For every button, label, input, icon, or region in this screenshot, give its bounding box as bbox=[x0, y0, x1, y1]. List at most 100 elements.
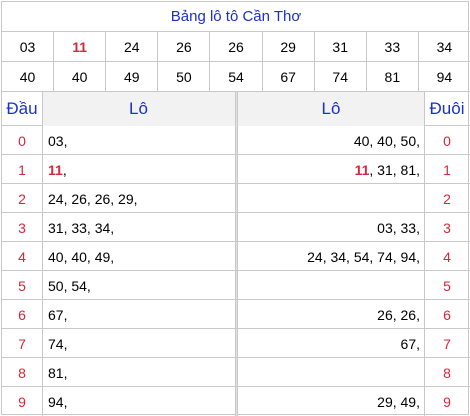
header-duoi: Đuôi bbox=[429, 99, 465, 118]
number-cell: 34 bbox=[436, 38, 453, 55]
loto-table: Đầu Lô Lô Đuôi 0 03, 40, 40, 50, 0 1 11, 11, 3… bbox=[2, 92, 470, 416]
duoi-cell: 5 bbox=[443, 277, 451, 294]
number-cell: 11 bbox=[54, 32, 107, 61]
header-lo-right: Lô bbox=[238, 92, 424, 126]
dau-cell: 9 bbox=[18, 393, 26, 410]
dau-cell: 8 bbox=[18, 364, 26, 381]
duoi-cell: 4 bbox=[443, 248, 451, 265]
lo-value: 11 bbox=[354, 161, 370, 178]
table-row: 4 40, 40, 49, 24, 34, 54, 74, 94, 4 bbox=[2, 242, 470, 271]
number-cell: 54 bbox=[210, 62, 263, 91]
lo-right-cell: 03, 33, bbox=[240, 213, 420, 242]
number-cell: 29 bbox=[263, 32, 315, 61]
table-row: 5 50, 54, 5 bbox=[2, 271, 470, 300]
number-cell: 03 bbox=[2, 32, 55, 61]
duoi-cell: 8 bbox=[443, 364, 451, 381]
lo-left-cell: 67, bbox=[48, 300, 233, 329]
lo-value: 50, 54, bbox=[48, 277, 91, 294]
dau-cell: 3 bbox=[18, 219, 26, 236]
lo-left-cell: 94, bbox=[48, 387, 233, 416]
column-divider bbox=[424, 92, 425, 416]
duoi-cell: 9 bbox=[443, 393, 451, 410]
table-header: Đầu Lô Lô Đuôi bbox=[2, 92, 470, 126]
number-cell: 40 bbox=[54, 62, 107, 91]
table-row: 9 94, 29, 49, 9 bbox=[2, 387, 470, 416]
lo-value: 67, bbox=[400, 335, 420, 352]
number-cell: 40 bbox=[2, 62, 55, 91]
lo-left-cell: 50, 54, bbox=[48, 271, 233, 300]
number-cell: 49 bbox=[106, 62, 159, 91]
lo-right-cell bbox=[240, 271, 420, 300]
lo-right-cell: 24, 34, 54, 74, 94, bbox=[240, 242, 420, 271]
number-cell: 26 bbox=[210, 32, 263, 61]
table-row: 8 81, 8 bbox=[2, 358, 470, 387]
lo-value: 81, bbox=[48, 364, 68, 381]
table-row: 7 74, 67, 7 bbox=[2, 329, 470, 358]
number-cell: 33 bbox=[367, 32, 419, 61]
number-cell: 67 bbox=[263, 62, 315, 91]
duoi-cell: 7 bbox=[443, 335, 451, 352]
number-cell: 81 bbox=[367, 62, 419, 91]
table-row: 6 67, 26, 26, 6 bbox=[2, 300, 470, 329]
lo-right-cell bbox=[240, 184, 420, 213]
duoi-cell: 6 bbox=[443, 306, 451, 323]
number-cell: 94 bbox=[436, 68, 453, 85]
lo-left-cell: 24, 26, 26, 29, bbox=[48, 184, 233, 213]
lo-left-cell: 31, 33, 34, bbox=[48, 213, 233, 242]
duoi-cell: 3 bbox=[443, 219, 451, 236]
lo-value: 24, 26, 26, 29, bbox=[48, 190, 138, 207]
lo-value: 03, 33, bbox=[377, 219, 420, 236]
dau-cell: 0 bbox=[18, 132, 26, 149]
numbers-row-2: 40 40 49 50 54 67 74 81 94 bbox=[2, 62, 470, 92]
dau-cell: 6 bbox=[18, 306, 26, 323]
lo-right-cell: 11, 31, 81, bbox=[240, 155, 420, 184]
lo-right-cell: 67, bbox=[240, 329, 420, 358]
duoi-cell: 2 bbox=[443, 190, 451, 207]
header-lo-left: Lô bbox=[42, 92, 235, 126]
table-body: 0 03, 40, 40, 50, 0 1 11, 11, 31, 81, 1 2 24, 26,… bbox=[2, 126, 470, 416]
lo-left-cell: 74, bbox=[48, 329, 233, 358]
table-row: 1 11, 11, 31, 81, 1 bbox=[2, 155, 470, 184]
table-row: 2 24, 26, 26, 29, 2 bbox=[2, 184, 470, 213]
lo-right-cell: 40, 40, 50, bbox=[240, 126, 420, 155]
lo-value: 24, 34, 54, 74, 94, bbox=[307, 248, 420, 265]
number-cell: 24 bbox=[106, 32, 159, 61]
numbers-row-1: 03 11 24 26 26 29 31 33 34 bbox=[2, 32, 470, 62]
duoi-cell: 0 bbox=[443, 132, 451, 149]
lo-value: 31, 33, 34, bbox=[48, 219, 115, 236]
lo-value: , 31, 81, bbox=[369, 161, 420, 178]
lo-right-cell: 29, 49, bbox=[240, 387, 420, 416]
lo-left-cell: 03, bbox=[48, 126, 233, 155]
lo-value: 40, 40, 50, bbox=[353, 132, 420, 149]
lo-value: 74, bbox=[48, 335, 68, 352]
lo-left-cell: 40, 40, 49, bbox=[48, 242, 233, 271]
lo-value: 94, bbox=[48, 393, 68, 410]
lo-value: 40, 40, 49, bbox=[48, 248, 115, 265]
lo-value: 11 bbox=[48, 161, 63, 178]
dau-cell: 4 bbox=[18, 248, 26, 265]
dau-cell: 5 bbox=[18, 277, 26, 294]
lo-value: 03, bbox=[48, 132, 68, 149]
table-row: 3 31, 33, 34, 03, 33, 3 bbox=[2, 213, 470, 242]
lo-right-cell: 26, 26, bbox=[240, 300, 420, 329]
lo-left-cell: 11, bbox=[48, 155, 233, 184]
lo-left-cell: 81, bbox=[48, 358, 233, 387]
header-dau: Đầu bbox=[6, 99, 38, 118]
dau-cell: 7 bbox=[18, 335, 26, 352]
lo-value: , bbox=[62, 161, 67, 178]
table-row: 0 03, 40, 40, 50, 0 bbox=[2, 126, 470, 155]
number-cell: 74 bbox=[315, 62, 367, 91]
lo-value: 26, 26, bbox=[377, 306, 420, 323]
column-divider bbox=[235, 92, 238, 416]
number-cell: 31 bbox=[315, 32, 367, 61]
lo-right-cell bbox=[240, 358, 420, 387]
lo-value: 67, bbox=[48, 306, 68, 323]
number-cell: 50 bbox=[158, 62, 211, 91]
dau-cell: 1 bbox=[18, 161, 26, 178]
lo-value: 29, 49, bbox=[377, 393, 420, 410]
duoi-cell: 1 bbox=[443, 161, 451, 178]
number-cell: 26 bbox=[158, 32, 211, 61]
column-divider bbox=[42, 92, 43, 416]
dau-cell: 2 bbox=[18, 190, 26, 207]
